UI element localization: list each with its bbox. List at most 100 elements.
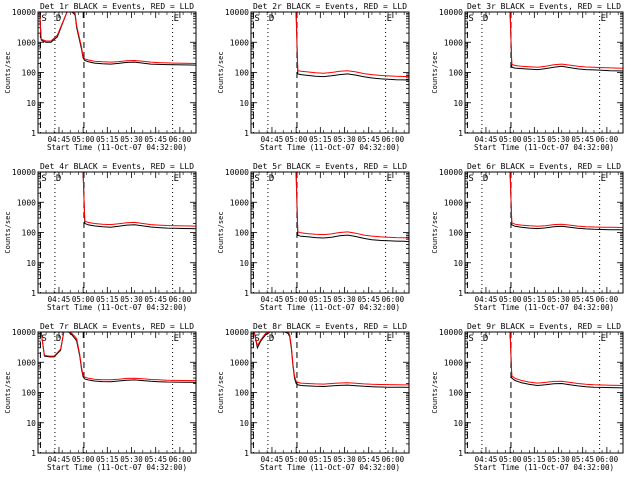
x-tick-label: 05:45	[571, 455, 594, 464]
series-line-events	[251, 332, 409, 388]
marker-label: E	[174, 334, 179, 344]
marker-label: D	[269, 334, 274, 344]
chart-panel-6: Det 6r BLACK = Events, RED = LLD 1 10 100 10…	[431, 162, 624, 312]
plot-frame	[464, 331, 624, 454]
x-tick-label: 05:00	[499, 295, 522, 304]
x-tick-label: 05:30	[333, 455, 356, 464]
y-tick-label: 1000	[444, 198, 463, 207]
x-axis-label: Start Time (11-Oct-07 04:32:00)	[260, 463, 400, 472]
y-tick-label: 100	[449, 389, 464, 398]
y-tick-label: 1000	[230, 38, 249, 47]
x-tick-label: 05:00	[72, 295, 95, 304]
x-tick-label: 05:15	[96, 295, 119, 304]
y-tick-label: 1	[458, 289, 463, 298]
x-axis-label: Start Time (11-Oct-07 04:32:00)	[474, 303, 614, 312]
marker-label: D	[269, 174, 274, 184]
series-line-lld	[251, 172, 409, 239]
x-tick-label: 05:30	[547, 135, 570, 144]
y-tick-label: 10000	[225, 168, 249, 177]
series-line-events	[251, 12, 409, 81]
chart-panel-1: Det 1r BLACK = Events, RED = LLD 1 10 100 10…	[4, 2, 197, 152]
y-tick-label: 10	[239, 99, 249, 108]
x-axis-label: Start Time (11-Oct-07 04:32:00)	[260, 143, 400, 152]
x-tick-label: 05:45	[571, 135, 594, 144]
series-line-lld	[251, 332, 409, 386]
series-line-lld	[465, 172, 623, 228]
series-line-events	[465, 332, 623, 389]
y-tick-label: 10	[239, 259, 249, 268]
series-line-events	[38, 332, 196, 383]
series-line-lld	[38, 172, 196, 227]
x-tick-label: 05:00	[499, 135, 522, 144]
chart-title: Det 8r BLACK = Events, RED = LLD	[253, 322, 407, 331]
y-tick-label: 1	[244, 129, 249, 138]
y-axis-label: Counts/sec	[217, 211, 225, 253]
x-tick-label: 04:45	[48, 135, 71, 144]
y-tick-label: 100	[235, 389, 250, 398]
chart-title: Det 1r BLACK = Events, RED = LLD	[40, 2, 194, 11]
plot-frame	[37, 171, 197, 294]
y-tick-label: 10	[239, 419, 249, 428]
y-tick-label: 10000	[439, 328, 463, 337]
y-tick-label: 1000	[17, 198, 36, 207]
x-tick-label: 06:00	[596, 295, 619, 304]
marker-label: D	[56, 14, 61, 24]
series-line-lld	[251, 12, 409, 78]
x-tick-label: 05:30	[333, 135, 356, 144]
marker-label: E	[387, 174, 392, 184]
marker-label: S	[41, 14, 46, 24]
y-tick-label: 1000	[230, 358, 249, 367]
y-tick-label: 1	[244, 289, 249, 298]
y-tick-label: 100	[449, 229, 464, 238]
x-tick-label: 06:00	[382, 455, 405, 464]
y-tick-label: 1	[31, 449, 36, 458]
plot-frame	[464, 171, 624, 294]
y-tick-label: 1000	[444, 38, 463, 47]
chart-title: Det 5r BLACK = Events, RED = LLD	[253, 162, 407, 171]
x-tick-label: 05:45	[357, 295, 380, 304]
marker-label: S	[254, 174, 259, 184]
x-tick-label: 05:45	[144, 135, 167, 144]
x-tick-label: 04:45	[261, 295, 284, 304]
y-tick-label: 10	[453, 259, 463, 268]
y-tick-label: 100	[235, 229, 250, 238]
y-tick-label: 1	[458, 449, 463, 458]
marker-label: S	[41, 174, 46, 184]
y-tick-label: 1	[31, 289, 36, 298]
x-tick-label: 05:30	[120, 295, 143, 304]
x-axis-label: Start Time (11-Oct-07 04:32:00)	[47, 303, 187, 312]
chart-panel-7: Det 7r BLACK = Events, RED = LLD 1 10 100 10…	[4, 322, 197, 472]
chart-title: Det 6r BLACK = Events, RED = LLD	[467, 162, 621, 171]
series-line-lld	[38, 12, 196, 64]
x-tick-label: 05:45	[357, 135, 380, 144]
x-tick-label: 05:00	[285, 135, 308, 144]
chart-title: Det 2r BLACK = Events, RED = LLD	[253, 2, 407, 11]
x-axis-label: Start Time (11-Oct-07 04:32:00)	[260, 303, 400, 312]
plot-frame	[250, 331, 410, 454]
marker-label: D	[269, 14, 274, 24]
chart-panel-2: Det 2r BLACK = Events, RED = LLD 1 10 100 10…	[217, 2, 410, 152]
y-tick-label: 10000	[12, 328, 36, 337]
marker-label: D	[483, 174, 488, 184]
y-axis-label: Counts/sec	[431, 211, 439, 253]
x-tick-label: 05:45	[144, 295, 167, 304]
x-tick-label: 05:00	[72, 455, 95, 464]
y-tick-label: 1000	[444, 358, 463, 367]
x-tick-label: 05:30	[333, 295, 356, 304]
x-tick-label: 05:00	[72, 135, 95, 144]
x-tick-label: 05:45	[144, 455, 167, 464]
y-axis-label: Counts/sec	[4, 211, 12, 253]
chart-panel-8: Det 8r BLACK = Events, RED = LLD 1 10 100 10…	[217, 322, 410, 472]
x-tick-label: 05:30	[547, 295, 570, 304]
y-tick-label: 10	[26, 419, 36, 428]
y-axis-label: Counts/sec	[4, 371, 12, 413]
chart-panel-5: Det 5r BLACK = Events, RED = LLD 1 10 100 10…	[217, 162, 410, 312]
x-tick-label: 05:15	[96, 455, 119, 464]
series-line-events	[251, 172, 409, 243]
marker-label: S	[468, 334, 473, 344]
x-axis-label: Start Time (11-Oct-07 04:32:00)	[474, 143, 614, 152]
x-tick-label: 05:45	[357, 455, 380, 464]
marker-label: D	[483, 334, 488, 344]
y-axis-label: Counts/sec	[431, 51, 439, 93]
